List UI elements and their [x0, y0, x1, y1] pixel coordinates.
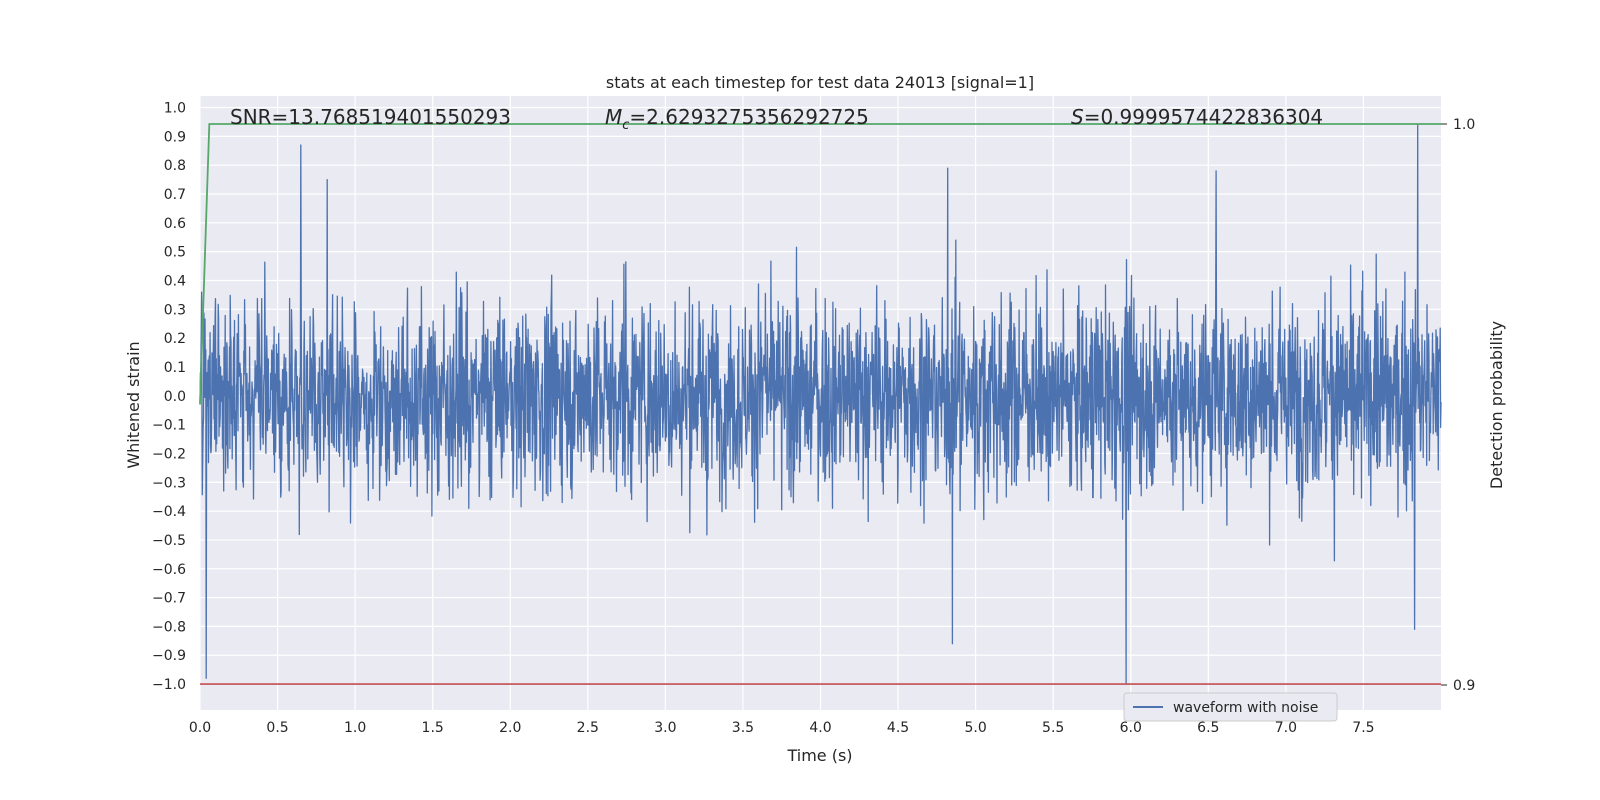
annotation-mc-subscript: c	[622, 118, 629, 133]
y-tick-label: 0.3	[164, 302, 186, 318]
y-tick-label: −0.2	[152, 446, 186, 462]
x-tick-label: 4.5	[887, 720, 909, 736]
y2-tick-label: 0.9	[1453, 678, 1475, 694]
y-tick-label: 0.7	[164, 187, 186, 203]
axes: 0.0 0.5 1.0 1.5 2.0 2.5 3.0 3.5 4.0 4.5 5.0 5.5 6.0 6…	[152, 101, 1475, 736]
y-tick-label: 0.1	[164, 360, 186, 376]
legend: waveform with noise	[1123, 692, 1338, 722]
x-tick-label: 1.0	[344, 720, 366, 736]
annotation-s: S=0.9999574422836304	[1071, 105, 1323, 129]
x-tick-label: 7.5	[1352, 720, 1374, 736]
x-tick-label: 0.0	[189, 720, 211, 736]
y-tick-label: −0.7	[152, 591, 186, 607]
y-tick-label: 0.9	[164, 129, 186, 145]
chart-title: stats at each timestep for test data 240…	[606, 73, 1034, 92]
x-tick-label: 3.0	[654, 720, 676, 736]
x-tick-label: 6.0	[1120, 720, 1142, 736]
waveform-series	[199, 124, 1442, 685]
other-series	[199, 123, 1441, 685]
x-tick-label: 0.5	[266, 720, 288, 736]
x-tick-label: 4.0	[809, 720, 831, 736]
y-tick-label: 0.5	[164, 245, 186, 261]
y-tick-label: −0.5	[152, 533, 186, 549]
y-tick-label: −0.8	[152, 619, 186, 635]
y-tick-label: −0.1	[152, 418, 186, 434]
y2-tick-label: 1.0	[1453, 117, 1475, 133]
y-tick-label: 0.0	[164, 389, 186, 405]
x-tick-label: 1.5	[422, 720, 444, 736]
x-axis-label: Time (s)	[786, 746, 852, 765]
y-tick-label: −0.3	[152, 475, 186, 491]
y-tick-label: 0.8	[164, 158, 186, 174]
y-tick-label: −0.6	[152, 562, 186, 578]
x-tick-label: 5.0	[964, 720, 986, 736]
legend-label-waveform: waveform with noise	[1173, 700, 1318, 716]
legend-box	[1123, 692, 1338, 722]
annotation-s-value: =0.9999574422836304	[1084, 105, 1323, 129]
y-axis-label: Whitened strain	[124, 341, 143, 468]
y2-axis-label: Detection probability	[1487, 321, 1506, 489]
x-tick-label: 2.5	[577, 720, 599, 736]
y-tick-label: 0.4	[164, 273, 186, 289]
x-tick-label: 2.0	[499, 720, 521, 736]
detection-probability-line	[199, 123, 1441, 405]
annotation-mc-value: =2.6293275356292725	[629, 105, 868, 129]
y-tick-label: 1.0	[164, 101, 186, 117]
y-tick-label: 0.6	[164, 216, 186, 232]
x-tick-label: 3.5	[732, 720, 754, 736]
waveform-line	[199, 124, 1442, 685]
y-tick-label: −0.9	[152, 648, 186, 664]
annotation-mc-symbol: M	[605, 105, 622, 129]
annotation-snr: SNR=13.768519401550293	[230, 105, 511, 129]
x-tick-label: 5.5	[1042, 720, 1064, 736]
y-tick-label: −1.0	[152, 677, 186, 693]
y-tick-label: 0.2	[164, 331, 186, 347]
x-tick-label: 6.5	[1197, 720, 1219, 736]
annotation-mc: Mc=2.6293275356292725	[605, 105, 869, 133]
x-tick-label: 7.0	[1275, 720, 1297, 736]
annotation-s-symbol: S	[1071, 105, 1084, 129]
y-tick-label: −0.4	[152, 504, 186, 520]
